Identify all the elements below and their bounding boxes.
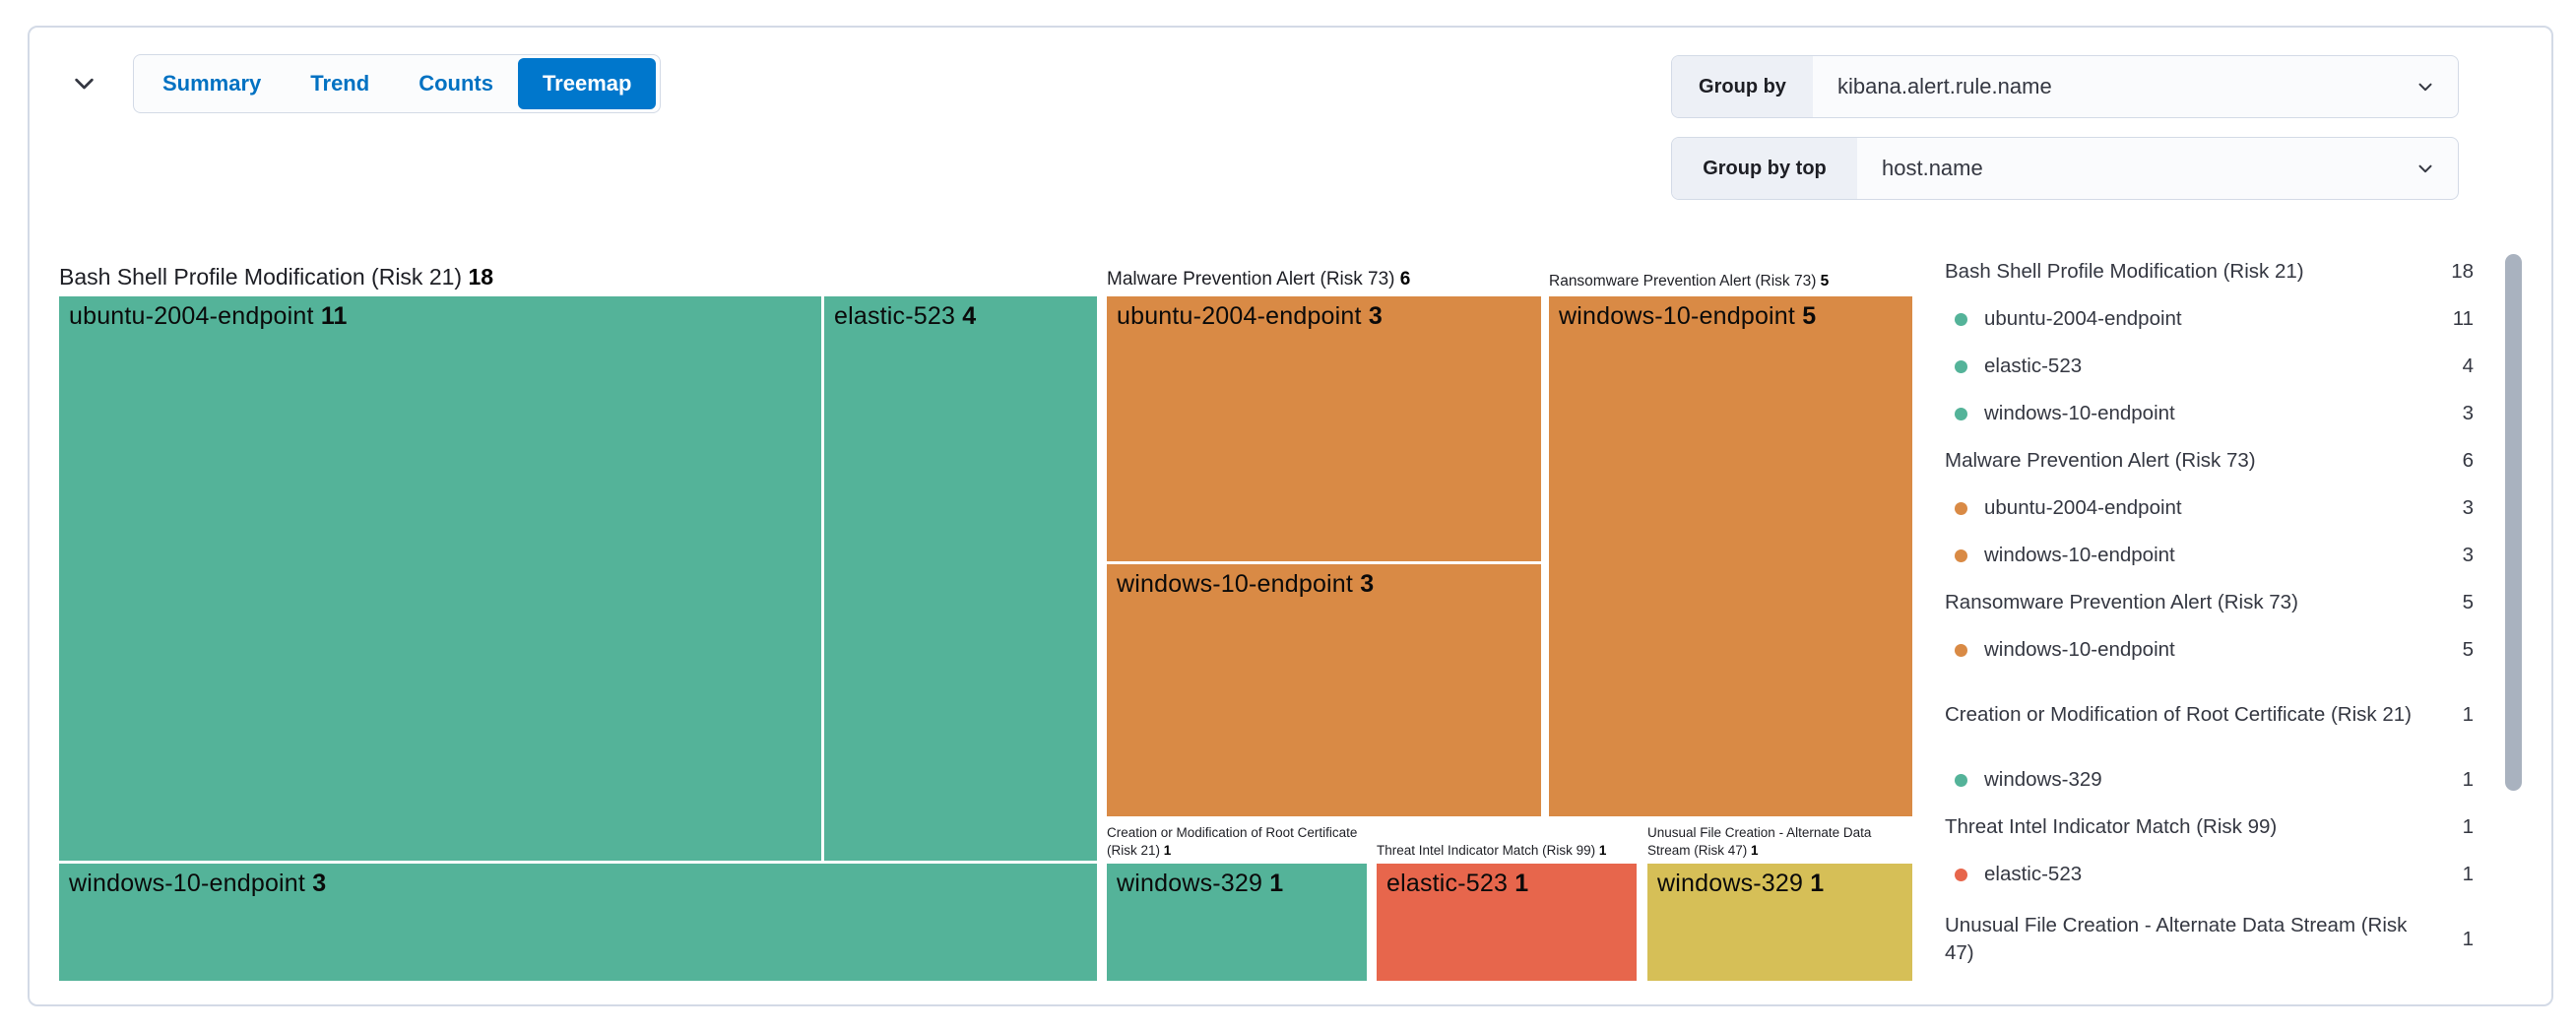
- tab-summary[interactable]: Summary: [138, 58, 286, 109]
- legend-label: ubuntu-2004-endpoint: [1984, 306, 2182, 330]
- tile-label: ubuntu-2004-endpoint 3: [1117, 302, 1383, 330]
- treemap-legend: Bash Shell Profile Modification (Risk 21…: [1945, 248, 2474, 981]
- legend-label: windows-329: [1984, 767, 2102, 791]
- tab-trend[interactable]: Trend: [286, 58, 394, 109]
- legend-scrollbar[interactable]: [2505, 254, 2522, 791]
- legend-value: 18: [2451, 260, 2474, 283]
- treemap-tile[interactable]: windows-329 1: [1647, 864, 1912, 981]
- legend-value: 3: [2462, 402, 2474, 424]
- collapse-button[interactable]: [61, 63, 106, 106]
- group-by-select[interactable]: Group by kibana.alert.rule.name: [1671, 55, 2459, 118]
- legend-row[interactable]: Unusual File Creation - Alternate Data S…: [1945, 898, 2474, 981]
- tab-counts[interactable]: Counts: [394, 58, 518, 109]
- treemap-group-header: Malware Prevention Alert (Risk 73) 6: [1107, 268, 1411, 290]
- legend-value: 3: [2462, 544, 2474, 566]
- legend-value: 5: [2462, 638, 2474, 661]
- treemap-tile[interactable]: ubuntu-2004-endpoint 11: [59, 296, 821, 861]
- tile-label: windows-329 1: [1657, 870, 1825, 897]
- treemap-tile[interactable]: elastic-523 4: [824, 296, 1097, 861]
- legend-dot-icon: [1955, 407, 1967, 420]
- legend-row[interactable]: elastic-523 4: [1945, 343, 2474, 390]
- treemap-group-header: Unusual File Creation - Alternate Data S…: [1647, 825, 1872, 858]
- legend-label: Threat Intel Indicator Match (Risk 99): [1945, 814, 2278, 838]
- legend-row[interactable]: elastic-523 1: [1945, 851, 2474, 898]
- legend-row[interactable]: ubuntu-2004-endpoint 11: [1945, 295, 2474, 343]
- legend-value: 5: [2462, 591, 2474, 613]
- legend-row[interactable]: ubuntu-2004-endpoint 3: [1945, 484, 2474, 532]
- legend-value: 1: [2462, 863, 2474, 885]
- legend-dot-icon: [1955, 773, 1967, 787]
- legend-dot-icon: [1955, 359, 1967, 373]
- legend-label: windows-10-endpoint: [1984, 543, 2175, 566]
- tile-label: windows-10-endpoint 3: [69, 870, 327, 897]
- legend-row[interactable]: Threat Intel Indicator Match (Risk 99) 1: [1945, 804, 2474, 851]
- legend-row[interactable]: Bash Shell Profile Modification (Risk 21…: [1945, 248, 2474, 295]
- legend-value: 11: [2452, 307, 2474, 330]
- legend-label: Unusual File Creation - Alternate Data S…: [1945, 913, 2408, 964]
- select-value: kibana.alert.rule.name: [1837, 74, 2052, 98]
- legend-value: 1: [2462, 815, 2474, 838]
- legend-value: 6: [2462, 449, 2474, 472]
- chevron-down-icon: [2415, 138, 2458, 199]
- legend-dot-icon: [1955, 643, 1967, 657]
- legend-row[interactable]: Malware Prevention Alert (Risk 73) 6: [1945, 437, 2474, 484]
- legend-row[interactable]: windows-329 1: [1945, 756, 2474, 804]
- legend-label: Creation or Modification of Root Certifi…: [1945, 702, 2412, 726]
- legend-row[interactable]: Ransomware Prevention Alert (Risk 73) 5: [1945, 579, 2474, 626]
- legend-row[interactable]: windows-10-endpoint 3: [1945, 390, 2474, 437]
- chevron-down-icon: [2415, 56, 2458, 117]
- legend-dot-icon: [1955, 312, 1967, 326]
- legend-row[interactable]: windows-10-endpoint 5: [1945, 626, 2474, 674]
- group-by-top-select[interactable]: Group by top host.name: [1671, 137, 2459, 200]
- tile-label: windows-10-endpoint 5: [1559, 302, 1817, 330]
- view-tabs: Summary Trend Counts Treemap: [133, 54, 662, 113]
- legend-label: ubuntu-2004-endpoint: [1984, 495, 2182, 519]
- select-label: Group by: [1672, 56, 1813, 117]
- legend-value: 4: [2462, 355, 2474, 377]
- legend-dot-icon: [1955, 868, 1967, 881]
- legend-value: 1: [2462, 928, 2474, 950]
- tile-label: windows-10-endpoint 3: [1117, 570, 1375, 598]
- legend-label: elastic-523: [1984, 354, 2083, 377]
- tile-label: elastic-523 1: [1386, 870, 1529, 897]
- treemap-group-header: Threat Intel Indicator Match (Risk 99) 1: [1377, 842, 1607, 858]
- legend-label: Bash Shell Profile Modification (Risk 21…: [1945, 259, 2304, 283]
- tile-label: ubuntu-2004-endpoint 11: [69, 302, 348, 330]
- legend-label: Ransomware Prevention Alert (Risk 73): [1945, 590, 2298, 613]
- treemap-tile[interactable]: windows-10-endpoint 5: [1549, 296, 1912, 816]
- chevron-down-icon: [71, 70, 97, 99]
- tile-label: windows-329 1: [1117, 870, 1284, 897]
- legend-label: elastic-523: [1984, 862, 2083, 885]
- select-value: host.name: [1882, 156, 1983, 180]
- treemap-tile[interactable]: windows-10-endpoint 3: [1107, 564, 1541, 816]
- treemap-group-header: Bash Shell Profile Modification (Risk 21…: [59, 263, 494, 290]
- treemap-tile[interactable]: ubuntu-2004-endpoint 3: [1107, 296, 1541, 561]
- legend-value: 1: [2462, 768, 2474, 791]
- tab-treemap[interactable]: Treemap: [517, 58, 657, 109]
- treemap-tile[interactable]: elastic-523 1: [1377, 864, 1637, 981]
- treemap-tile[interactable]: windows-329 1: [1107, 864, 1367, 981]
- legend-value: 3: [2462, 496, 2474, 519]
- legend-dot-icon: [1955, 501, 1967, 515]
- treemap-tile[interactable]: windows-10-endpoint 3: [59, 864, 1097, 981]
- treemap-group-header: Creation or Modification of Root Certifi…: [1107, 825, 1358, 858]
- legend-dot-icon: [1955, 548, 1967, 562]
- legend-row[interactable]: Creation or Modification of Root Certifi…: [1945, 674, 2474, 756]
- legend-row[interactable]: windows-10-endpoint 3: [1945, 532, 2474, 579]
- legend-label: windows-10-endpoint: [1984, 637, 2175, 661]
- legend-label: Malware Prevention Alert (Risk 73): [1945, 448, 2256, 472]
- treemap-group-header: Ransomware Prevention Alert (Risk 73) 5: [1549, 273, 1830, 290]
- legend-label: windows-10-endpoint: [1984, 401, 2175, 424]
- legend-value: 1: [2462, 703, 2474, 726]
- tile-label: elastic-523 4: [834, 302, 977, 330]
- select-label: Group by top: [1672, 138, 1857, 199]
